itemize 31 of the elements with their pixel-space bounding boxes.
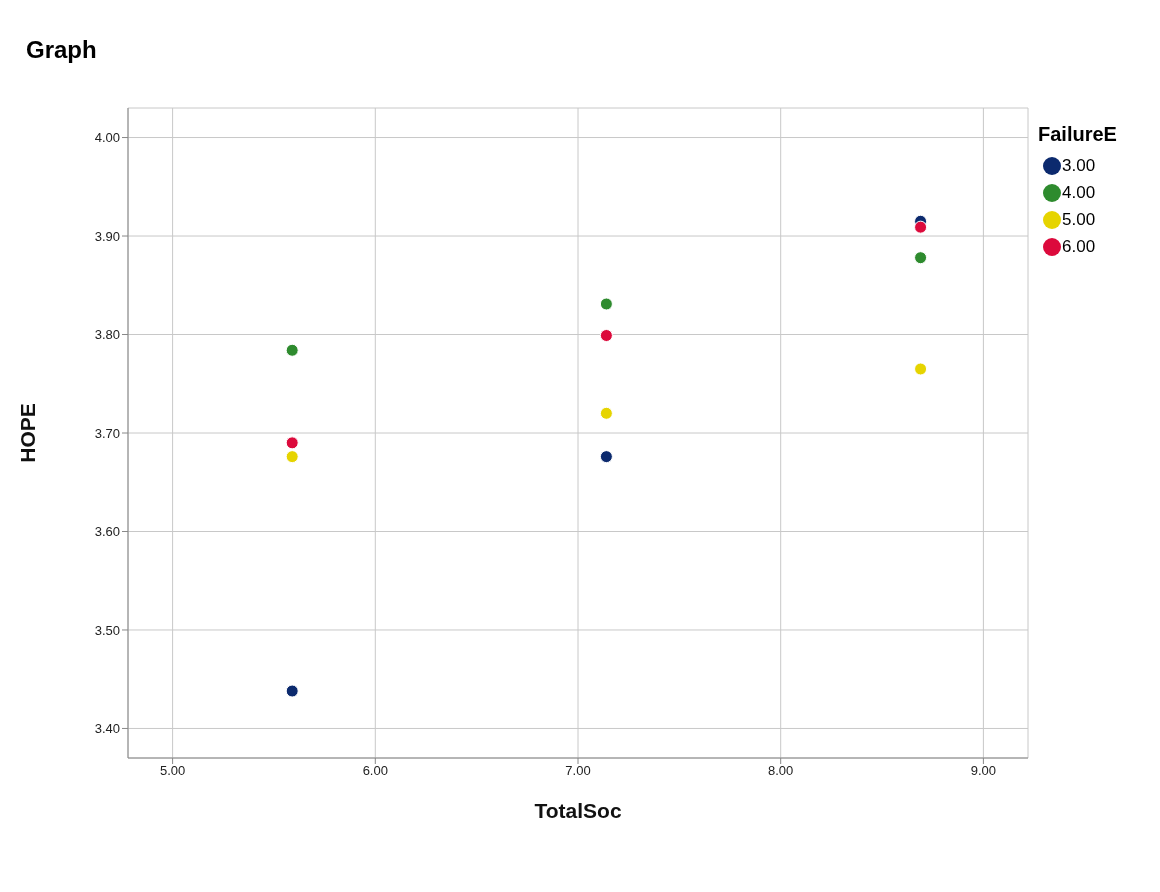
y-tick-label: 3.40 bbox=[94, 721, 120, 737]
legend-label: 5.00 bbox=[1062, 209, 1096, 230]
y-tick-label: 3.80 bbox=[94, 327, 120, 343]
point bbox=[285, 684, 299, 698]
point bbox=[285, 343, 299, 357]
y-tick-label: 3.60 bbox=[94, 524, 120, 540]
x-tick-label: 6.00 bbox=[362, 763, 388, 779]
x-axis-title: TotalSoc bbox=[534, 799, 622, 822]
y-axis-title: HOPE bbox=[16, 403, 40, 463]
y-tick-label: 4.00 bbox=[94, 130, 120, 146]
point bbox=[599, 329, 613, 342]
legend-label: 6.00 bbox=[1062, 236, 1096, 257]
point bbox=[599, 450, 613, 464]
point bbox=[914, 362, 928, 376]
legend-label: 3.00 bbox=[1062, 155, 1096, 176]
x-tick-label: 9.00 bbox=[970, 763, 997, 779]
y-tick-label: 3.50 bbox=[94, 622, 120, 638]
chart-title: Graph bbox=[26, 36, 97, 64]
y-tick-label: 3.70 bbox=[94, 425, 120, 441]
x-tick-label: 8.00 bbox=[768, 763, 794, 779]
x-tick-label: 7.00 bbox=[565, 763, 591, 779]
point bbox=[599, 406, 613, 420]
y-tick-label: 3.90 bbox=[94, 228, 120, 244]
point bbox=[285, 436, 299, 450]
point bbox=[599, 297, 613, 311]
x-tick-label: 5.00 bbox=[159, 763, 186, 779]
legend-title: FailureE bbox=[1038, 123, 1117, 146]
point bbox=[914, 251, 928, 265]
point bbox=[285, 450, 299, 464]
legend-label: 4.00 bbox=[1062, 182, 1096, 203]
point bbox=[914, 220, 928, 234]
